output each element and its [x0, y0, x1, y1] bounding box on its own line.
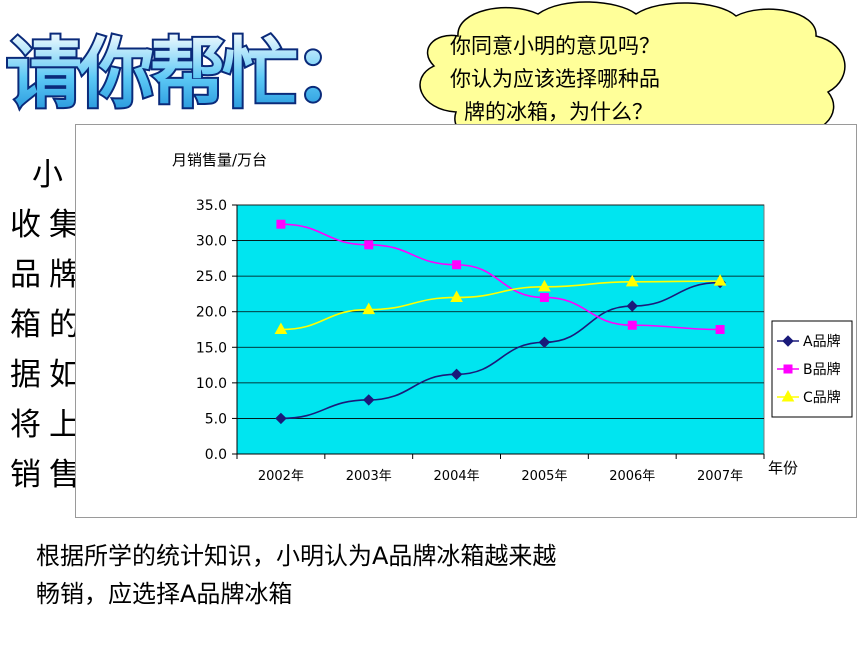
intro-line: 据如: [10, 357, 80, 393]
x-tick-label: 2005年: [521, 469, 567, 484]
data-point: [538, 279, 551, 292]
data-point: [781, 389, 795, 402]
y-tick-label: 0.0: [205, 447, 227, 463]
intro-line: 小: [32, 157, 71, 193]
plot-area: [236, 204, 765, 455]
chart-svg: 0.0 5.0 10.0 15.0 20.0 25.0 30.0 35.0 2002年 2003年…: [172, 151, 853, 484]
y-tick-label: 15.0: [196, 340, 227, 356]
heading-text: 请你帮忙：: [6, 29, 366, 118]
x-tick-label: 2007年: [697, 469, 743, 484]
x-tick-label: 2003年: [346, 469, 392, 484]
data-point: [450, 368, 463, 381]
conclusion-line: 畅销，应选择A品牌冰箱: [36, 580, 293, 608]
intro-line: 收集: [10, 207, 80, 243]
heading: 请你帮忙：: [0, 14, 400, 124]
data-point: [627, 320, 637, 330]
intro-line: 销售: [10, 457, 80, 493]
x-tick-label: 2002年: [258, 469, 304, 484]
y-tick-label: 35.0: [196, 198, 227, 214]
legend-label: B品牌: [803, 361, 841, 378]
bubble-line: 牌的冰箱，为什么？: [464, 100, 653, 124]
sales-chart: 0.0 5.0 10.0 15.0 20.0 25.0 30.0 35.0 2002年 2003年…: [75, 124, 857, 518]
data-point: [274, 322, 288, 334]
x-tick-label: 2004年: [434, 469, 480, 484]
data-point: [362, 302, 376, 315]
conclusion-line: 根据所学的统计知识，小明认为A品牌冰箱越来越: [36, 542, 557, 570]
data-point: [625, 274, 639, 287]
conclusion-text: 根据所学的统计知识，小明认为A品牌冰箱越来越 畅销，应选择A品牌冰箱: [36, 537, 836, 613]
x-axis-title: 年份: [768, 459, 798, 477]
data-point: [452, 260, 462, 270]
series-line: [280, 281, 721, 420]
thought-bubble: 你同意小明的意见吗？ 你认为应该选择哪种品 牌的冰箱，为什么？: [398, 0, 860, 170]
intro-line: 将上: [10, 407, 80, 443]
bubble-line: 你同意小明的意见吗？: [450, 34, 660, 58]
data-point: [450, 290, 463, 302]
data-point: [364, 240, 374, 250]
data-point: [538, 336, 551, 349]
data-point: [539, 292, 549, 302]
legend-label: A品牌: [803, 333, 841, 350]
series-line: [280, 280, 721, 331]
x-tick-label: 2006年: [609, 469, 655, 484]
data-point: [276, 219, 286, 229]
data-point: [363, 394, 375, 406]
y-tick-label: 20.0: [196, 305, 227, 321]
data-point: [626, 300, 638, 312]
y-axis-title: 月销售量/万台: [172, 151, 267, 169]
data-point: [713, 274, 727, 286]
y-tick-label: 30.0: [196, 234, 227, 250]
legend-label: C品牌: [803, 389, 841, 406]
data-point: [715, 325, 725, 334]
data-point: [782, 335, 794, 347]
y-tick-label: 10.0: [196, 376, 227, 392]
data-point: [783, 364, 793, 374]
intro-line: 品牌: [10, 257, 80, 293]
y-tick-label: 25.0: [196, 269, 227, 285]
data-point: [275, 412, 287, 425]
bubble-line: 你认为应该选择哪种品: [450, 67, 660, 91]
y-tick-label: 5.0: [205, 411, 227, 427]
partial-intro-text: 小 收集 品牌 箱的 据如 将上 销售: [10, 150, 80, 500]
intro-line: 箱的: [10, 307, 80, 343]
